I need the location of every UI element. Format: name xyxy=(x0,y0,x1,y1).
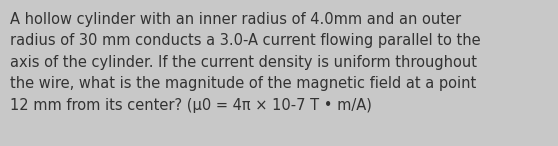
Text: A hollow cylinder with an inner radius of 4.0mm and an outer
radius of 30 mm con: A hollow cylinder with an inner radius o… xyxy=(10,12,480,113)
